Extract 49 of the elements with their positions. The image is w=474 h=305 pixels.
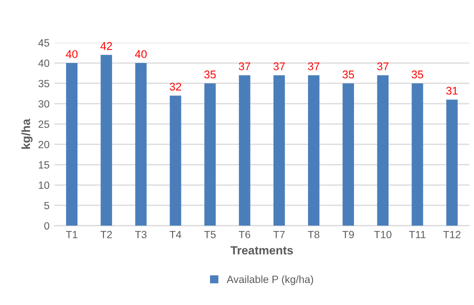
- y-tick-label: 5: [44, 202, 50, 210]
- x-tick-label: T2: [100, 230, 112, 238]
- bar: [100, 54, 112, 226]
- bar: [308, 75, 320, 226]
- data-label: 35: [412, 70, 424, 78]
- y-tick-label: 40: [38, 60, 50, 67]
- data-label: 40: [134, 50, 147, 58]
- x-axis-title: Treatments: [230, 246, 293, 254]
- data-label: 32: [170, 82, 182, 91]
- x-tick-label: T10: [374, 230, 392, 238]
- y-tick-label: 30: [38, 100, 50, 108]
- bar: [377, 75, 389, 226]
- bar: [135, 63, 147, 226]
- x-tick-label: T11: [409, 230, 426, 238]
- data-label: 37: [308, 62, 320, 70]
- x-tick-label: T9: [342, 230, 354, 238]
- bar: [342, 83, 354, 226]
- y-tick-label: 45: [38, 39, 50, 47]
- x-tick-label: T12: [443, 230, 460, 238]
- x-tick-label: T1: [66, 230, 78, 238]
- y-tick-label: 0: [44, 222, 50, 230]
- data-label: 37: [238, 62, 250, 70]
- x-tick-label: T8: [308, 230, 320, 238]
- bar: [273, 75, 285, 226]
- data-label: 37: [273, 62, 285, 70]
- x-tick-label: T4: [170, 230, 182, 238]
- x-tick-label: T7: [273, 230, 285, 238]
- data-label: 31: [446, 86, 458, 95]
- legend-label: Available P (kg/ha): [226, 275, 314, 286]
- bar: [238, 75, 250, 226]
- y-tick-label: 15: [38, 161, 50, 169]
- x-tick-label: T5: [204, 230, 216, 238]
- data-label: 40: [66, 50, 78, 58]
- data-label: 37: [377, 62, 388, 70]
- data-label: 35: [342, 70, 354, 78]
- data-label: 42: [100, 42, 112, 50]
- bar: [446, 100, 458, 226]
- x-tick-label: T3: [135, 230, 147, 238]
- bar: [412, 83, 424, 226]
- y-tick-label: 20: [38, 140, 50, 148]
- data-label: 35: [204, 70, 216, 78]
- y-tick-label: 35: [38, 80, 50, 88]
- y-tick-label: 25: [38, 120, 50, 128]
- bar: [66, 63, 78, 226]
- y-axis-title: kg/ha: [21, 118, 33, 149]
- bar: [204, 83, 216, 226]
- bar: [170, 96, 182, 226]
- y-tick-label: 10: [38, 182, 50, 189]
- x-tick-label: T6: [238, 230, 250, 238]
